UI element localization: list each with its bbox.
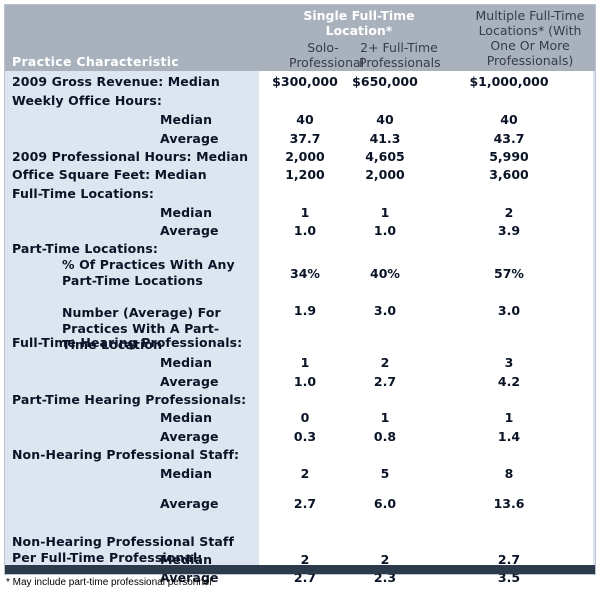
table-cell: 1.0: [293, 223, 317, 238]
row-label: Part-Time Locations:: [12, 241, 159, 256]
row-label: Median: [160, 552, 213, 567]
table-cell: 57%: [494, 266, 524, 281]
table-cell: 1.4: [497, 429, 521, 444]
table-cell: 34%: [290, 266, 320, 281]
footnote: * May include part-time professional per…: [6, 577, 212, 588]
row-label: Median: [160, 410, 213, 425]
row-label: Part-Time Hearing Professionals:: [12, 392, 247, 407]
table-cell: 0: [300, 410, 310, 425]
table-cell: 2.7: [373, 374, 397, 389]
table-cell: 1.0: [373, 223, 397, 238]
table-cell: 0.3: [293, 429, 317, 444]
row-label: Full-Time Locations:: [12, 186, 154, 201]
table-cell: 1: [504, 410, 514, 425]
row-label: Non-Hearing Professional Staff:: [12, 447, 240, 462]
table-cell: 1: [300, 355, 310, 370]
table-cell: 13.6: [493, 496, 525, 511]
table-cell: 1.0: [293, 374, 317, 389]
header-two-plus-professionals: 2+ Full-Time Professionals: [359, 40, 441, 70]
table-cell: $300,000: [272, 74, 338, 89]
header-multiple-locations: Multiple Full-Time Locations* (With One …: [475, 8, 585, 68]
row-label: Office Square Feet: Median: [12, 167, 207, 182]
table-cell: 2: [300, 552, 310, 567]
table-cell: 41.3: [369, 131, 401, 146]
table-cell: 2: [380, 355, 390, 370]
table-cell: 1: [300, 205, 310, 220]
table-cell: 2.7: [497, 552, 521, 567]
row-label: Full-Time Hearing Professionals:: [12, 335, 243, 350]
table-cell: 2,000: [285, 149, 325, 164]
table-cell: 4,605: [365, 149, 405, 164]
data-table: Single Full-Time Location* Solo-Professi…: [4, 4, 596, 585]
table-cell: 1.9: [293, 303, 317, 318]
table-cell: $1,000,000: [469, 74, 549, 89]
row-label: 2009 Professional Hours: Median: [12, 149, 249, 164]
table-cell: 3,600: [489, 167, 529, 182]
footer-bar: [5, 565, 595, 574]
row-label: Weekly Office Hours:: [12, 93, 162, 108]
table-cell: 40: [296, 112, 314, 127]
table-cell: 3.9: [497, 223, 521, 238]
row-label: Average: [160, 374, 219, 389]
table-cell: 8: [504, 466, 514, 481]
table-cell: 40: [376, 112, 394, 127]
table-cell: 2.7: [293, 496, 317, 511]
header-single-location: Single Full-Time Location*: [303, 8, 415, 38]
row-label: Median: [160, 112, 213, 127]
row-label: Median: [160, 355, 213, 370]
table-header: Single Full-Time Location* Solo-Professi…: [5, 5, 595, 71]
table-cell: 37.7: [289, 131, 321, 146]
row-label: % Of Practices With Any Part-Time Locati…: [62, 257, 235, 288]
table-cell: $650,000: [352, 74, 418, 89]
table-cell: 2: [380, 552, 390, 567]
table-cell: 1: [380, 205, 390, 220]
row-label: Average: [160, 496, 219, 511]
table-cell: 2,000: [365, 167, 405, 182]
values-panel: [259, 71, 593, 565]
table-cell: 4.2: [497, 374, 521, 389]
table-cell: 40%: [370, 266, 400, 281]
table-cell: 2: [504, 205, 514, 220]
row-label: Average: [160, 131, 219, 146]
table-cell: 3.0: [497, 303, 521, 318]
header-solo-professional: Solo-Professional: [289, 40, 365, 70]
table-cell: 5: [380, 466, 390, 481]
table-cell: 2: [300, 466, 310, 481]
row-label: 2009 Gross Revenue: Median: [12, 74, 220, 89]
row-label: Number (Average) For Practices With A Pa…: [62, 305, 221, 352]
table-cell: 3.0: [373, 303, 397, 318]
row-label: Median: [160, 466, 213, 481]
row-label: Non-Hearing Professional Staff Per Full-…: [12, 534, 234, 565]
table-cell: 3: [504, 355, 514, 370]
table-cell: 0.8: [373, 429, 397, 444]
row-label: Average: [160, 223, 219, 238]
row-label: Average: [160, 429, 219, 444]
table-cell: 5,990: [489, 149, 529, 164]
table-cell: 6.0: [373, 496, 397, 511]
table-cell: 40: [500, 112, 518, 127]
table-cell: 1: [380, 410, 390, 425]
row-label: Median: [160, 205, 213, 220]
header-practice-characteristic: Practice Characteristic: [12, 54, 180, 69]
table-cell: 1,200: [285, 167, 325, 182]
table-cell: 43.7: [493, 131, 525, 146]
